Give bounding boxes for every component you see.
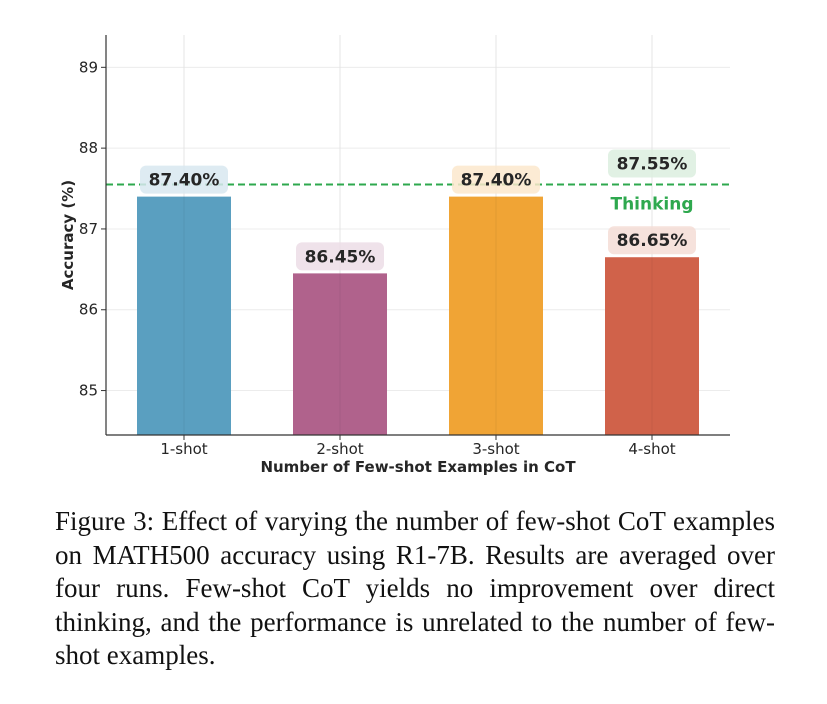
bar-label-bg: [296, 242, 384, 271]
bars: [137, 196, 699, 435]
bar-4-shot: [605, 257, 699, 435]
bar-3-shot: [449, 196, 543, 435]
bar-1-shot: [137, 196, 231, 435]
x-tick-label: 2-shot: [316, 440, 363, 458]
y-axis-title: Accuracy (%): [59, 180, 77, 290]
y-tick-label: 89: [79, 58, 98, 76]
x-tick-label: 1-shot: [160, 440, 207, 458]
bar-2-shot: [293, 273, 387, 435]
x-tick-label: 4-shot: [628, 440, 675, 458]
bar-value-label: 86.45%: [305, 247, 376, 267]
bar-label-bg: [608, 226, 696, 255]
bar-value-label: 86.65%: [617, 231, 688, 251]
figure-caption: Figure 3: Effect of varying the number o…: [55, 506, 775, 671]
y-tick-label: 88: [79, 139, 98, 157]
bar-value-label: 87.40%: [149, 171, 220, 191]
bar-value-label: 87.40%: [461, 171, 532, 191]
bar-chart: 85 86 87 88 89 1-shot 2-shot 3-shot 4-shot 87.40…: [59, 35, 730, 476]
y-tick-label: 85: [79, 382, 98, 400]
y-tick-label: 87: [79, 220, 98, 238]
thinking-label: Thinking: [610, 194, 693, 214]
bar-value-labels: 87.40% 86.45% 87.40% 86.65% 87.55% Thinking: [140, 149, 696, 271]
x-axis-title: Number of Few-shot Examples in CoT: [260, 458, 576, 476]
x-tick-label: 3-shot: [472, 440, 519, 458]
thinking-value-label: 87.55%: [617, 154, 688, 174]
thinking-label-bg: [608, 149, 696, 178]
bar-label-bg: [452, 165, 540, 194]
y-tick-label: 86: [79, 301, 98, 319]
axes: 85 86 87 88 89 1-shot 2-shot 3-shot 4-shot: [79, 35, 730, 458]
bar-label-bg: [140, 165, 228, 194]
